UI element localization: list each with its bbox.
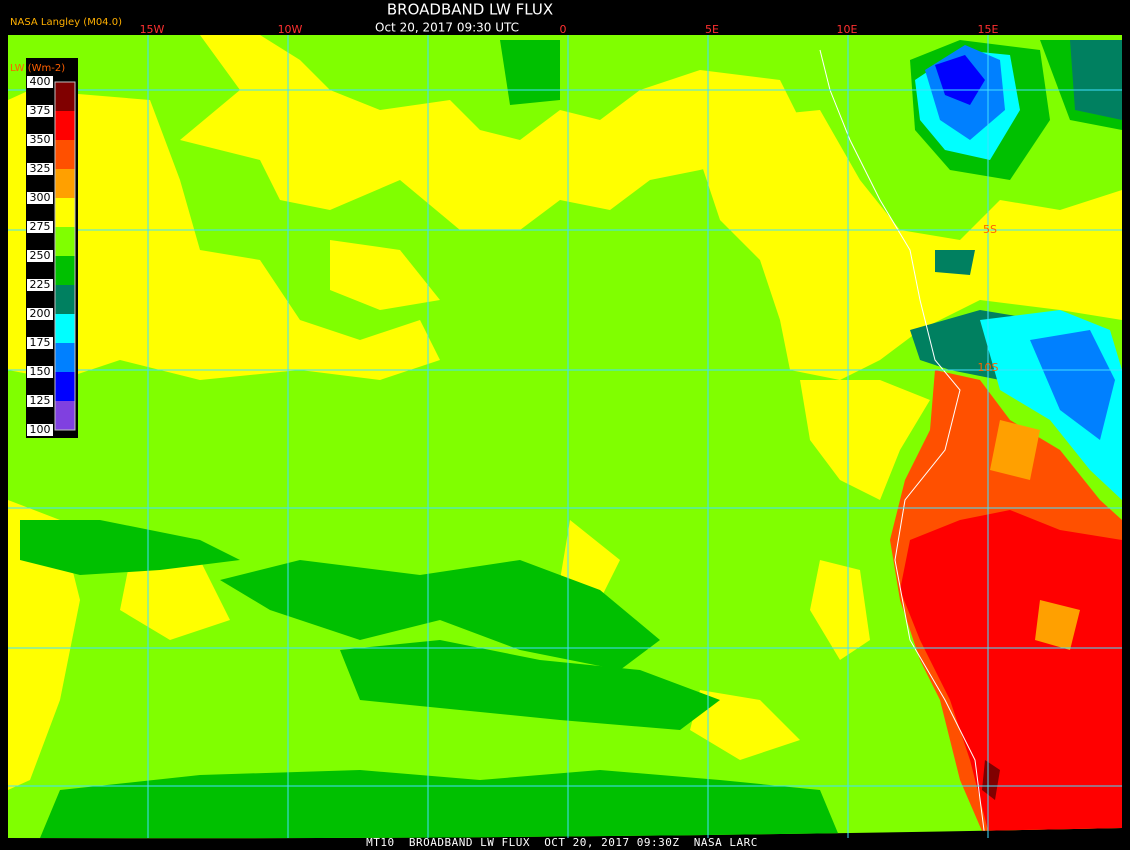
colorbar-tick-label: 150 — [30, 365, 51, 378]
longitude-label: 5E — [705, 23, 719, 36]
tick-label-bg — [27, 366, 53, 378]
longitude-label: 10E — [837, 23, 858, 36]
tick-label-bg — [27, 424, 53, 436]
longitude-label: 15W — [140, 23, 165, 36]
footer: MT10 BROADBAND LW FLUX OCT 20, 2017 09:3… — [366, 836, 758, 849]
colorbar: LW (Wm-2) 400 375 350 325 300 275 250 225 200 175… — [10, 58, 78, 438]
tick-label-bg — [27, 250, 53, 262]
colorbar-tick-label: 375 — [30, 104, 51, 117]
colorbar-segment — [55, 82, 75, 111]
tick-label-bg — [27, 105, 53, 117]
colorbar-frame — [54, 81, 76, 431]
colorbar-segment — [55, 169, 75, 198]
longitude-label: 15E — [978, 23, 999, 36]
colorbar-tick-label: 175 — [30, 336, 51, 349]
tick-label-bg — [27, 163, 53, 175]
colorbar-tick-label: 100 — [30, 423, 51, 436]
longitude-label: 0 — [560, 23, 567, 36]
colorbar-segment — [55, 401, 75, 430]
source-label: NASA Langley (M04.0) — [10, 17, 122, 28]
colorbar-segment — [55, 372, 75, 401]
colorbar-segment — [55, 314, 75, 343]
flux-image — [8, 35, 1122, 839]
tick-label-bg — [27, 395, 53, 407]
colorbar-label: LW (Wm-2) — [10, 63, 65, 74]
colorbar-segment — [55, 285, 75, 314]
latitude-label: 10S — [978, 361, 999, 374]
colorbar-segment — [55, 140, 75, 169]
tick-label-bg — [27, 279, 53, 291]
colorbar-segment — [55, 343, 75, 372]
colorbar-tick-label: 125 — [30, 394, 51, 407]
title: BROADBAND LW FLUX — [387, 1, 553, 19]
colorbar-tick-label: 225 — [30, 278, 51, 291]
colorbar-tick-label: 400 — [30, 75, 51, 88]
colorbar-segment — [55, 227, 75, 256]
colorbar-segment — [55, 256, 75, 285]
latitude-label: 5S — [983, 223, 997, 236]
tick-label-bg — [27, 221, 53, 233]
tick-label-bg — [27, 308, 53, 320]
tick-label-bg — [27, 76, 53, 88]
tick-label-bg — [27, 192, 53, 204]
colorbar-segment — [55, 198, 75, 227]
colorbar-tick-label: 350 — [30, 133, 51, 146]
colorbar-tick-label: 200 — [30, 307, 51, 320]
colorbar-tick-label: 250 — [30, 249, 51, 262]
colorbar-segment — [55, 111, 75, 140]
colorbar-tick-label: 325 — [30, 162, 51, 175]
colorbar-tick-label: 300 — [30, 191, 51, 204]
tick-label-bg — [27, 134, 53, 146]
longitude-label: 10W — [278, 23, 303, 36]
colorbar-tick-label: 275 — [30, 220, 51, 233]
subtitle: Oct 20, 2017 09:30 UTC — [375, 21, 519, 35]
tick-label-bg — [27, 337, 53, 349]
graticule — [8, 35, 1122, 838]
